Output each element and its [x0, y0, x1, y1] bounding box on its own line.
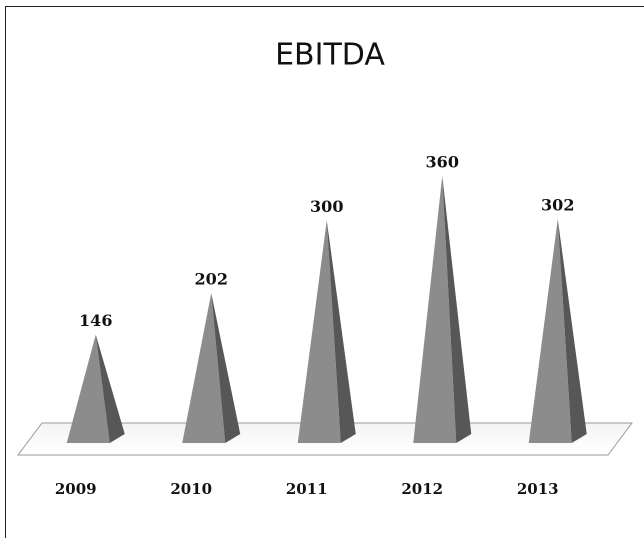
value-label: 300: [310, 197, 343, 216]
pyramid-side-face: [326, 220, 356, 443]
pyramid-front-face: [297, 220, 341, 443]
pyramid-side-face: [211, 293, 241, 443]
x-tick-label: 2009: [55, 480, 97, 498]
value-label: 146: [79, 311, 112, 330]
x-tick-label: 2010: [170, 480, 212, 498]
pyramid-front-face: [413, 175, 457, 443]
pyramid: [66, 334, 125, 443]
pyramid: [528, 218, 587, 443]
pyramid-front-face: [182, 293, 226, 443]
pyramid-side-face: [442, 175, 472, 443]
pyramid: [182, 293, 241, 443]
value-label: 302: [541, 195, 574, 214]
pyramid-side-face: [95, 334, 125, 443]
pyramid-front-face: [528, 218, 572, 443]
pyramid-front-face: [66, 334, 110, 443]
x-tick-label: 2011: [286, 480, 328, 498]
value-label: 202: [195, 270, 228, 289]
x-tick-label: 2012: [401, 480, 443, 498]
chart-title: EBITDA: [275, 38, 385, 73]
pyramid: [413, 175, 472, 443]
chart-border: [5, 6, 644, 538]
value-label: 360: [426, 152, 459, 171]
pyramid-side-face: [557, 218, 587, 443]
pyramid: [297, 220, 356, 443]
x-tick-label: 2013: [517, 480, 559, 498]
